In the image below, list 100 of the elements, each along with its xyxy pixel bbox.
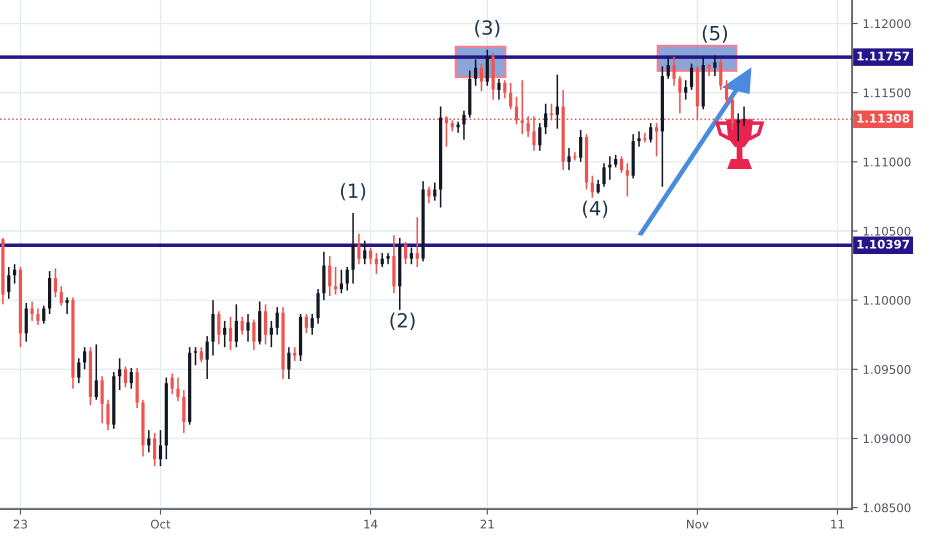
candlestick xyxy=(240,316,244,336)
candlestick xyxy=(340,268,343,294)
candlestick xyxy=(158,429,162,467)
candlestick xyxy=(66,296,69,315)
candlestick xyxy=(450,120,454,132)
candlestick xyxy=(246,313,250,342)
candlestick xyxy=(626,162,629,198)
candlestick xyxy=(217,310,220,346)
candlestick xyxy=(363,240,366,265)
candlestick xyxy=(742,106,746,127)
candlestick xyxy=(550,102,554,122)
candlestick xyxy=(234,304,238,348)
ref-line-label: 1.11308 xyxy=(858,114,910,123)
candlestick xyxy=(60,286,63,306)
candlestick xyxy=(620,156,624,174)
candlestick xyxy=(707,62,711,77)
y-tick-label: 1.09000 xyxy=(864,434,910,444)
x-tick-label: Oct xyxy=(150,520,170,529)
candlestick xyxy=(304,313,308,334)
candlestick xyxy=(416,216,419,268)
candlestick xyxy=(293,346,296,362)
annotation: (5) xyxy=(702,25,727,43)
candlestick xyxy=(713,54,716,77)
candlestick xyxy=(36,308,40,326)
candlestick xyxy=(678,75,682,114)
candlestick xyxy=(503,79,506,99)
ref-line-label: 1.11757 xyxy=(858,52,910,61)
candlestick xyxy=(544,102,548,135)
candlestick xyxy=(30,300,34,322)
candlestick xyxy=(462,110,466,140)
candlestick xyxy=(106,398,110,431)
candlestick xyxy=(404,241,408,265)
candlestick xyxy=(200,346,203,364)
candlestick xyxy=(672,56,676,87)
candlestick xyxy=(7,266,10,300)
candlestick xyxy=(608,156,612,181)
y-tick-label: 1.10000 xyxy=(864,296,910,305)
candlestick xyxy=(736,112,740,142)
annotation: (4) xyxy=(583,200,608,218)
candlestick xyxy=(602,162,606,188)
x-tick-label: 23 xyxy=(14,520,27,529)
candlestick xyxy=(724,79,728,105)
candlestick xyxy=(130,367,133,390)
candlestick xyxy=(176,376,180,402)
candlestick xyxy=(276,306,279,336)
candlestick xyxy=(596,179,600,194)
candlestick xyxy=(480,62,484,92)
annotation: (2) xyxy=(390,312,415,330)
candlestick xyxy=(380,252,384,268)
candlestick xyxy=(684,79,688,100)
candlestick xyxy=(654,122,658,158)
candlestick xyxy=(206,335,209,380)
candlestick xyxy=(54,268,58,298)
x-tick-label: 21 xyxy=(480,520,494,528)
candlestick xyxy=(223,320,226,348)
candlestick xyxy=(590,174,594,199)
candlestick xyxy=(228,316,232,351)
candlestick xyxy=(433,182,436,202)
candlestick xyxy=(690,62,694,91)
candlestick xyxy=(12,263,16,284)
candlestick xyxy=(374,252,378,275)
candlestick xyxy=(497,78,501,100)
ref-line-label: 1.10397 xyxy=(858,240,910,249)
y-tick-label: 1.08500 xyxy=(864,503,910,512)
candlestick xyxy=(649,122,652,144)
candlestick xyxy=(410,246,414,265)
candlestick xyxy=(252,318,256,351)
candlestick xyxy=(42,304,46,324)
x-tick-label: 11 xyxy=(831,520,844,528)
candlestick xyxy=(153,432,156,467)
candlestick xyxy=(719,58,722,91)
candlestick xyxy=(357,233,361,265)
candlestick xyxy=(567,147,571,171)
y-tick-label: 1.11000 xyxy=(864,158,910,166)
candlestick xyxy=(264,304,268,346)
candlestick xyxy=(346,266,349,292)
candlestick xyxy=(94,344,98,401)
candlestick xyxy=(368,246,372,265)
candlestick xyxy=(287,346,290,380)
candlestick xyxy=(509,82,512,110)
x-tick-label: 14 xyxy=(364,520,378,528)
candlestick xyxy=(328,255,332,297)
x-tick-label: Nov xyxy=(687,520,709,529)
candlestick xyxy=(614,154,618,168)
candlestick xyxy=(579,129,582,163)
candlestick xyxy=(147,429,150,454)
candlestick xyxy=(83,346,86,370)
candlestick xyxy=(427,186,431,204)
candlestick xyxy=(100,375,104,424)
y-tick-label: 1.12000 xyxy=(864,19,910,28)
candlestick xyxy=(556,74,559,130)
candlestick xyxy=(77,357,80,384)
y-tick-label: 1.11500 xyxy=(864,88,910,98)
annotation: (3) xyxy=(475,20,500,38)
y-tick-label: 1.10500 xyxy=(864,226,910,236)
candlestick xyxy=(474,58,478,87)
annotation: (1) xyxy=(340,183,366,200)
candlestick xyxy=(124,366,128,388)
candlestick xyxy=(170,372,174,395)
candlestick xyxy=(538,122,542,152)
